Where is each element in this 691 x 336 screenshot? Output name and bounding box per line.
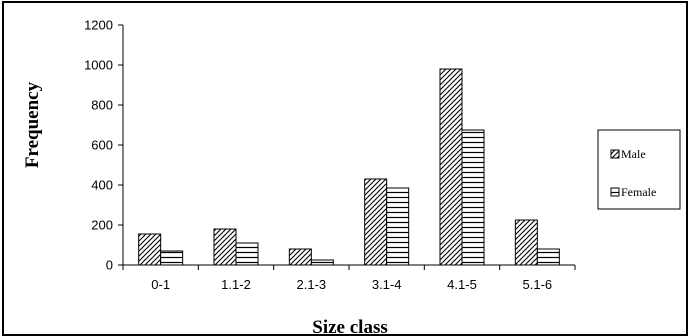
bar-male-3.1-4: [364, 178, 388, 266]
x-axis-title: Size class: [312, 317, 387, 336]
y-tick-label: 1200: [84, 18, 113, 33]
bar-male-4.1-5: [439, 68, 463, 266]
bar-group: [138, 68, 560, 266]
bar-female-1.1-2: [235, 242, 259, 266]
bar-female-2.1-3: [310, 259, 334, 266]
y-axis-title: Frequency: [22, 81, 43, 168]
y-tick-label: 1000: [84, 58, 113, 73]
y-tick-label: 0: [106, 258, 113, 273]
x-tick-label: 1.1-2: [221, 277, 251, 292]
x-tick-label: 0-1: [151, 277, 170, 292]
bar-female-5.1-6: [536, 248, 560, 266]
bar-male-2.1-3: [288, 248, 312, 266]
legend-swatch-male: [610, 149, 620, 159]
bar-female-4.1-5: [461, 129, 485, 266]
bar-male-0-1: [138, 233, 162, 266]
y-tick-label: 800: [91, 98, 113, 113]
legend-label-male: Male: [621, 147, 646, 161]
x-tick-label: 5.1-6: [523, 277, 553, 292]
y-tick-label: 200: [91, 218, 113, 233]
bar-female-3.1-4: [386, 187, 410, 266]
x-tick-group: 0-1 1.1-2 2.1-3 3.1-4 4.1-5 5.1-6: [122, 265, 576, 292]
y-tick-group: 0 200 400 600 800 1000 1200: [84, 18, 123, 273]
y-tick-label: 400: [91, 178, 113, 193]
bar-male-5.1-6: [514, 219, 538, 266]
x-tick-label: 4.1-5: [447, 277, 477, 292]
y-tick-label: 600: [91, 138, 113, 153]
x-tick-label: 3.1-4: [372, 277, 402, 292]
legend: Male Female: [597, 129, 681, 210]
legend-swatch-female: [610, 187, 620, 197]
legend-label-female: Female: [621, 185, 656, 199]
bar-female-0-1: [160, 250, 184, 266]
bar-male-1.1-2: [213, 228, 237, 266]
x-tick-label: 2.1-3: [297, 277, 327, 292]
